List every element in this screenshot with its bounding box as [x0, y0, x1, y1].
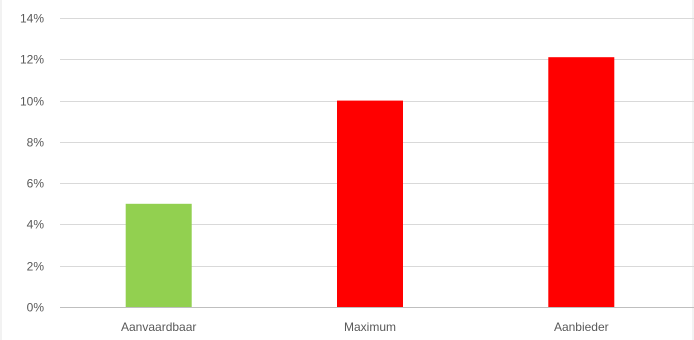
- y-tick-label: 0%: [27, 301, 45, 315]
- bar-aanbieder: [548, 57, 615, 308]
- bar-maximum: [337, 100, 403, 307]
- bar-aanvaardbaar: [125, 203, 192, 307]
- x-category-label: Maximum: [344, 320, 396, 334]
- y-tick-label: 8%: [27, 136, 45, 150]
- y-tick-label: 2%: [27, 260, 45, 274]
- y-axis-tick-labels: 0% 2% 4% 6% 8% 10% 12% 14%: [20, 12, 44, 315]
- x-category-label: Aanbieder: [554, 320, 609, 334]
- bars: [125, 57, 615, 308]
- y-tick-label: 14%: [20, 12, 44, 26]
- x-category-label: Aanvaardbaar: [121, 320, 196, 334]
- y-tick-label: 12%: [20, 53, 44, 67]
- y-tick-label: 10%: [20, 95, 44, 109]
- y-tick-label: 6%: [27, 177, 45, 191]
- y-tick-label: 4%: [27, 218, 45, 232]
- x-axis-category-labels: Aanvaardbaar Maximum Aanbieder: [121, 320, 609, 334]
